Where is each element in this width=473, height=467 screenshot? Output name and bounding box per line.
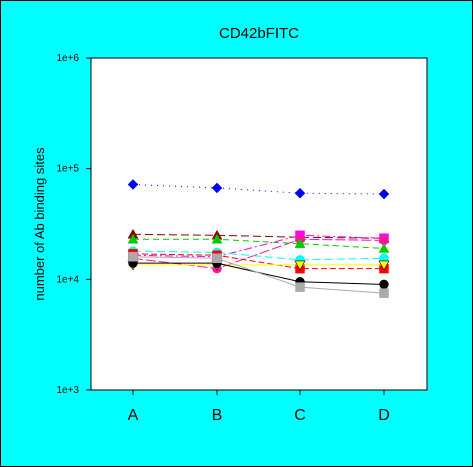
series-1: [127, 179, 390, 200]
data-point-marker: [378, 242, 390, 253]
series-line: [132, 233, 385, 239]
y-tick-label: 1e+3: [56, 385, 79, 396]
series-line: [132, 183, 385, 195]
x-tick-label: A: [128, 407, 139, 424]
series-line: [132, 250, 385, 261]
y-tick-label: 1e+4: [56, 274, 79, 285]
data-point-marker: [294, 238, 306, 248]
data-point-marker: [294, 187, 306, 199]
series-5: [127, 233, 390, 253]
data-point-marker: [378, 188, 390, 200]
data-point-marker: [127, 233, 139, 244]
data-point-marker: [127, 179, 139, 190]
data-point-marker: [294, 260, 306, 271]
data-point-marker: [378, 260, 390, 271]
data-point-marker: [295, 282, 305, 292]
x-tick-label: C: [294, 407, 306, 424]
series-10: [128, 251, 389, 298]
plot-area: [90, 57, 428, 391]
x-tick-label: D: [378, 407, 390, 424]
y-tick-label: 1e+6: [56, 53, 79, 64]
series-line: [133, 238, 385, 249]
chart-title: CD42bFITC: [219, 25, 299, 42]
data-point-marker: [128, 251, 138, 262]
series-line: [132, 253, 384, 270]
data-point-marker: [379, 288, 389, 298]
series-line: [132, 256, 385, 294]
y-axis-title: number of Ab binding sites: [32, 147, 47, 301]
x-tick-label: B: [212, 407, 223, 424]
data-point-marker: [379, 279, 389, 290]
data-point-marker: [211, 233, 223, 244]
data-point-marker: [211, 182, 223, 194]
data-point-marker: [212, 253, 222, 264]
series-line: [132, 234, 385, 258]
y-tick-label: 1e+5: [56, 164, 79, 175]
